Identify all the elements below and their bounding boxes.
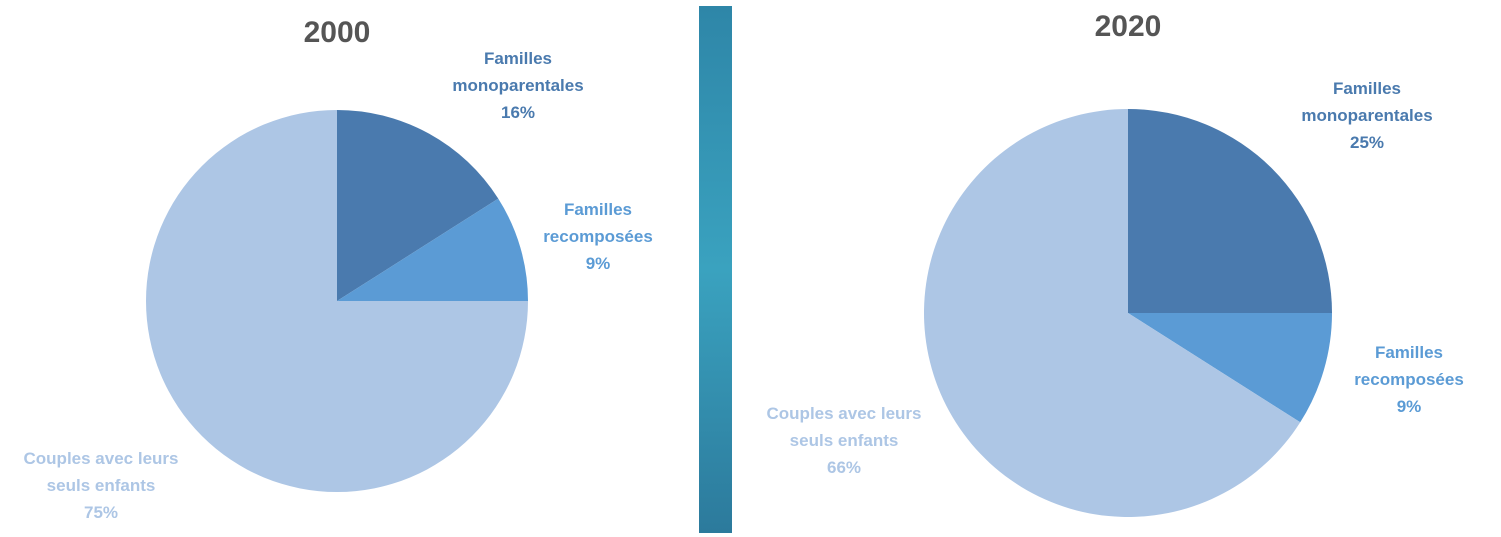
- slice-label-couples-2000: Couples avec leurs seuls enfants 75%: [24, 449, 179, 522]
- slice-percent-label: 16%: [501, 103, 535, 122]
- slice-label-monoparentales-2020: Familles monoparentales 25%: [1301, 79, 1432, 152]
- slice-name-line: monoparentales: [452, 76, 583, 95]
- slice-name-line: seuls enfants: [790, 431, 899, 450]
- slice-percent-label: 25%: [1350, 133, 1384, 152]
- pie-chart-2000: 2000 Familles monoparentales 16% Familles re…: [24, 16, 653, 522]
- slice-name-line: recomposées: [543, 227, 653, 246]
- slice-name-line: Familles: [484, 49, 552, 68]
- chart-title-2020: 2020: [1095, 10, 1162, 43]
- slice-label-recomposees-2020: Familles recomposées 9%: [1354, 343, 1464, 416]
- slice-percent-label: 66%: [827, 458, 861, 477]
- slice-name-line: Couples avec leurs: [24, 449, 179, 468]
- slice-label-couples-2020: Couples avec leurs seuls enfants 66%: [767, 404, 922, 477]
- slice-name-line: monoparentales: [1301, 106, 1432, 125]
- slice-label-recomposees-2000: Familles recomposées 9%: [543, 200, 653, 273]
- slice-name-line: Familles: [1375, 343, 1443, 362]
- slice-percent-label: 9%: [586, 254, 611, 273]
- pie-slice-monoparentales-2000: [337, 109, 499, 301]
- slice-name-line: recomposées: [1354, 370, 1464, 389]
- pie-slice-recomposees-2000: [337, 198, 528, 301]
- pie-slice-recomposees-2020: [1128, 313, 1332, 423]
- pie-slice-monoparentales-2020: [1128, 109, 1332, 313]
- slice-name-line: Familles: [1333, 79, 1401, 98]
- slice-name-line: seuls enfants: [47, 476, 156, 495]
- slice-percent-label: 75%: [84, 503, 118, 522]
- chart-title-2000: 2000: [304, 16, 371, 49]
- slice-name-line: Familles: [564, 200, 632, 219]
- slice-label-monoparentales-2000: Familles monoparentales 16%: [452, 49, 583, 122]
- pie-slice-couples-2000: [146, 110, 528, 492]
- slice-percent-label: 9%: [1397, 397, 1422, 416]
- pie-slice-couples-2020: [923, 109, 1301, 517]
- vertical-divider: [699, 6, 732, 533]
- pie-chart-2020: 2020 Familles monoparentales 25% Familles re…: [767, 10, 1464, 517]
- slice-name-line: Couples avec leurs: [767, 404, 922, 423]
